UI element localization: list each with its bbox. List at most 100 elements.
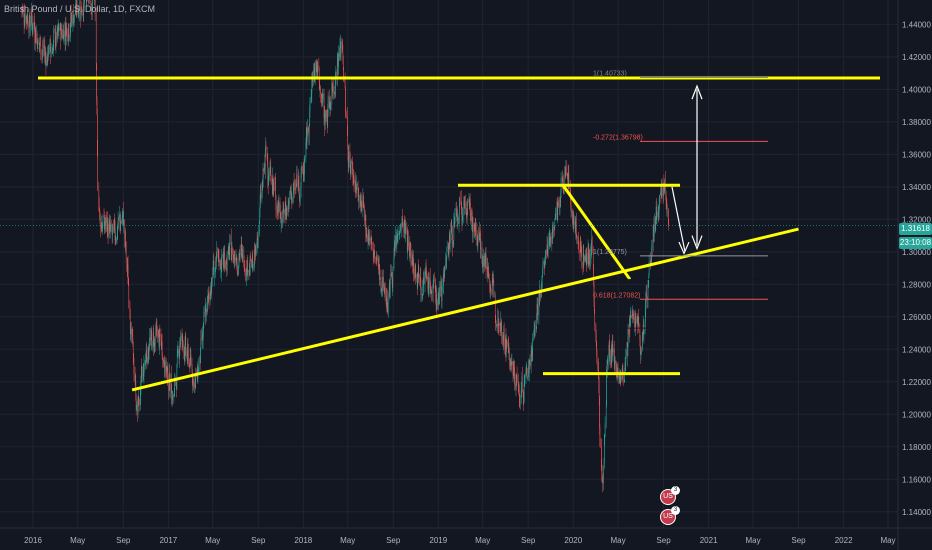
candle-body [436, 293, 437, 303]
candle-body [514, 367, 515, 385]
candle-body [562, 178, 564, 189]
time-tick-label: Sep [116, 536, 131, 545]
candle-body [462, 216, 464, 219]
candle-body [40, 44, 42, 55]
candle-body [200, 347, 201, 363]
price-axis[interactable]: 1.14000 1.16000 1.18000 1.20000 1.22000 1.240… [897, 0, 931, 550]
candle-body [239, 250, 241, 256]
candle-body [374, 251, 375, 253]
candle-body [570, 205, 572, 213]
candle-body [521, 376, 523, 392]
candle-body [391, 277, 393, 280]
candle-body [647, 283, 649, 300]
candle-body [345, 110, 347, 116]
candle-body [472, 224, 474, 238]
candle-body [325, 110, 326, 122]
candle-body [156, 326, 157, 333]
candle-body [458, 217, 459, 225]
candle-body [138, 396, 139, 405]
candle-body [456, 215, 458, 217]
candle-body [114, 218, 115, 230]
candle-body [542, 269, 543, 277]
candle-body [106, 216, 108, 223]
candle-body [21, 8, 23, 10]
candle-body [211, 280, 212, 293]
candle-body [110, 224, 111, 228]
candle-body [591, 236, 593, 252]
candle-body [257, 239, 259, 240]
candle-body [428, 281, 429, 290]
candle-body [86, 0, 87, 3]
time-axis[interactable]: 2016 May Sep 2017 May Sep 2018 May Sep 2019 May Sep… [0, 527, 932, 545]
candle-body [415, 265, 416, 270]
candle-body [132, 341, 134, 354]
candle-body [238, 253, 240, 266]
candle-body [112, 224, 114, 230]
candle-body [365, 215, 367, 234]
candle-body [205, 306, 206, 312]
candle-body [128, 285, 130, 303]
candle-body [607, 361, 608, 371]
candle-body [91, 6, 93, 15]
candle-body [50, 51, 52, 57]
candle-body [34, 28, 36, 44]
candle-body [177, 353, 178, 355]
candle-body [58, 29, 60, 31]
candle-body [639, 329, 641, 340]
candle-body [590, 254, 591, 267]
candle-body [315, 61, 317, 68]
candle-body [311, 94, 312, 98]
time-tick-label: 2017 [159, 536, 177, 545]
candle-body [583, 256, 585, 263]
candle-body [483, 255, 484, 267]
candle-body [389, 280, 390, 291]
candle-body [351, 161, 352, 163]
candle-body [519, 401, 520, 404]
candle-body [459, 198, 461, 200]
candle-body [542, 261, 544, 270]
candle-body [55, 40, 56, 47]
candle-body [575, 221, 577, 232]
candle-body [322, 93, 324, 98]
candle-body [397, 235, 398, 237]
candle-body [335, 72, 336, 89]
price-tick-label: 1.36000 [902, 150, 931, 159]
candle-body [270, 167, 271, 170]
candle-body [275, 194, 277, 211]
candle-body [604, 423, 606, 437]
time-tick-label: May [205, 536, 220, 545]
candle-body [343, 68, 344, 81]
candle-body [248, 270, 250, 272]
time-tick-label: May [475, 536, 490, 545]
candle-body [190, 355, 191, 358]
candle-body [229, 251, 230, 257]
candle-body [666, 202, 668, 213]
candle-body [372, 244, 374, 255]
candle-body [598, 362, 599, 372]
candle-body [659, 194, 660, 207]
candle-body [396, 238, 398, 246]
candle-body [125, 243, 127, 264]
drawings[interactable]: 1(1.40733) -0.272(1.36798) 1(1.29775) 0.618… [0, 70, 898, 392]
candle-body [532, 338, 533, 356]
candle-body [163, 359, 165, 363]
candle-body [638, 317, 640, 330]
candle-body [580, 246, 582, 247]
candle-body [648, 278, 649, 284]
candle-body [653, 224, 654, 227]
candle-body [415, 269, 417, 276]
candle-body [515, 374, 517, 388]
candle-body [437, 302, 439, 310]
candle-body [114, 228, 116, 240]
candle-body [352, 176, 354, 179]
candle-body [146, 357, 148, 364]
candle-body [628, 328, 629, 335]
candle-body [417, 273, 419, 277]
candle-body [67, 38, 69, 42]
candle-body [65, 22, 67, 37]
candle-body [130, 334, 132, 340]
candle-body [485, 254, 486, 257]
candle-body [440, 287, 441, 289]
candle-body [42, 45, 44, 49]
